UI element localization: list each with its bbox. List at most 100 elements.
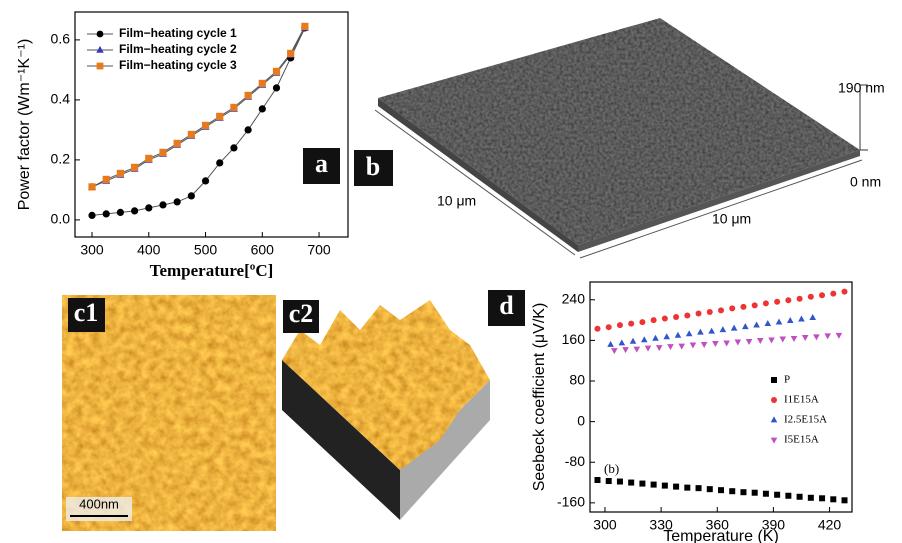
marker: [731, 325, 738, 331]
marker: [707, 309, 713, 315]
marker: [117, 209, 124, 216]
marker: [768, 337, 775, 343]
marker: [842, 289, 848, 295]
marker: [622, 347, 629, 353]
marker: [819, 495, 825, 501]
marker: [606, 478, 612, 484]
x-axis-label: Temperature (K): [663, 528, 779, 543]
marker: [764, 320, 771, 326]
annotation: (b): [604, 461, 619, 476]
x-tick-label: 500: [194, 242, 218, 258]
marker: [245, 92, 252, 99]
marker: [131, 164, 138, 171]
marker: [808, 294, 814, 300]
x-tick-label: 420: [818, 517, 842, 533]
marker: [696, 310, 702, 316]
marker: [619, 339, 626, 345]
afm-surface-3d: [375, 18, 868, 258]
x-tick-label: 300: [593, 517, 617, 533]
panel-label: d: [499, 291, 514, 320]
marker: [771, 377, 777, 383]
marker: [159, 201, 166, 208]
marker: [97, 63, 104, 70]
marker: [842, 497, 848, 503]
marker: [753, 322, 760, 328]
marker: [651, 482, 657, 488]
marker: [159, 149, 166, 156]
marker: [651, 317, 657, 323]
y-tick-label: 0.2: [51, 151, 71, 167]
marker: [809, 314, 816, 320]
marker: [802, 335, 809, 341]
marker: [797, 494, 803, 500]
marker: [830, 291, 836, 297]
marker: [611, 348, 618, 354]
y-tick-label: 160: [562, 331, 586, 347]
marker: [752, 302, 758, 308]
marker: [97, 31, 104, 38]
marker: [697, 329, 704, 335]
marker: [103, 176, 110, 183]
marker: [245, 126, 252, 133]
marker: [787, 317, 794, 323]
marker: [729, 305, 735, 311]
marker: [808, 495, 814, 501]
marker: [771, 397, 777, 403]
marker: [652, 335, 659, 341]
y-tick-label: 240: [562, 290, 586, 306]
marker: [656, 345, 663, 351]
marker: [202, 177, 209, 184]
marker: [690, 343, 697, 349]
marker: [216, 113, 223, 120]
legend-label: I2.5E15A: [784, 414, 827, 426]
x-tick-label: 400: [137, 242, 161, 258]
marker: [707, 486, 713, 492]
marker: [639, 481, 645, 487]
marker: [103, 210, 110, 217]
marker: [174, 140, 181, 147]
marker: [230, 144, 237, 151]
marker: [662, 483, 668, 489]
panel-label: b: [366, 152, 380, 181]
marker: [797, 296, 803, 302]
marker: [678, 344, 685, 350]
legend-label: Film−heating cycle 1: [119, 26, 237, 40]
marker: [145, 155, 152, 162]
marker: [684, 313, 690, 319]
legend-label: Film−heating cycle 3: [119, 58, 237, 72]
marker: [287, 50, 294, 57]
marker: [301, 23, 308, 30]
panel-label: a: [315, 149, 328, 178]
marker: [88, 212, 95, 219]
marker: [273, 84, 280, 91]
marker: [729, 488, 735, 494]
marker: [174, 198, 181, 205]
marker: [645, 346, 652, 352]
marker: [594, 477, 600, 483]
marker: [594, 326, 600, 332]
marker: [188, 131, 195, 138]
marker: [273, 68, 280, 75]
marker: [742, 323, 749, 329]
panel-label: c1: [74, 298, 99, 327]
marker: [776, 319, 783, 325]
marker: [673, 314, 679, 320]
marker: [617, 322, 623, 328]
marker: [771, 416, 778, 422]
marker: [774, 299, 780, 305]
marker: [696, 485, 702, 491]
marker: [712, 341, 719, 347]
marker: [675, 332, 682, 338]
y-tick-label: -160: [557, 494, 585, 510]
marker: [718, 307, 724, 313]
marker: [824, 333, 831, 339]
marker: [216, 159, 223, 166]
marker: [757, 338, 764, 344]
y-tick-label: 0.4: [51, 91, 71, 107]
marker: [630, 338, 637, 344]
marker: [686, 330, 693, 336]
figure: 190 nm 0 nm 10 μm 10 μm b 400nm c1 c2 30…: [0, 0, 902, 543]
x-size-label: 10 μm: [712, 211, 751, 227]
marker: [819, 292, 825, 298]
